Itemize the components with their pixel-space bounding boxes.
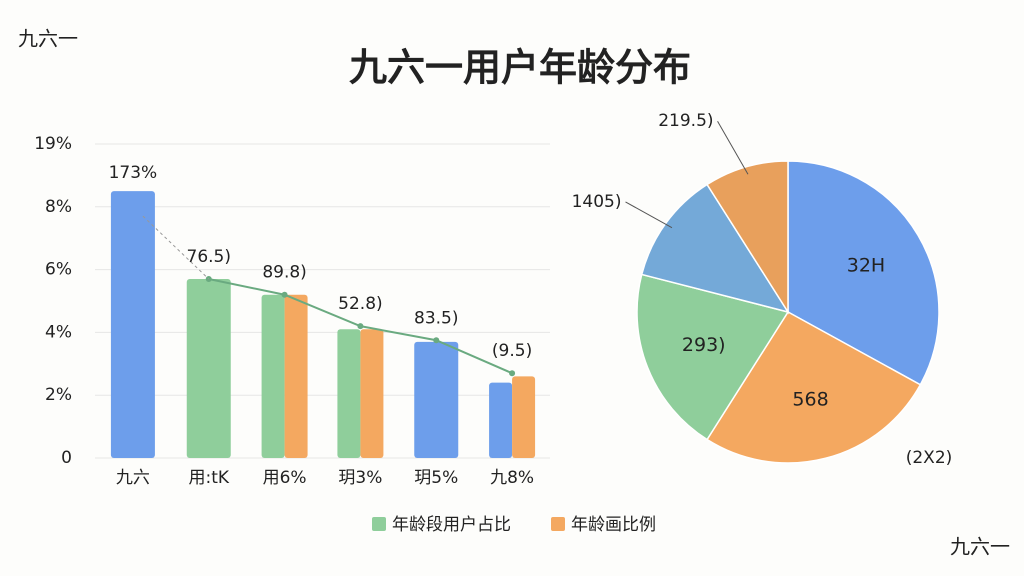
y-tick-label: 2% xyxy=(45,385,72,405)
slice-label: 568 xyxy=(792,388,828,410)
point-label: 52.8) xyxy=(338,294,382,314)
title: 九六一用户年龄分布 xyxy=(349,46,691,90)
pie-slice xyxy=(706,160,789,315)
slice-label: 219.5) xyxy=(658,111,713,131)
bar xyxy=(110,191,155,458)
x-tick-label: 用6% xyxy=(263,468,307,488)
x-tick-label: 九8% xyxy=(490,468,534,488)
slice-label: 1405) xyxy=(572,192,622,212)
pie-slice xyxy=(636,273,790,441)
legend-swatch xyxy=(551,517,565,531)
point-label: 89.8) xyxy=(262,263,306,283)
y-tick-label: 8% xyxy=(45,197,72,217)
y-tick-label: 19% xyxy=(34,134,72,154)
y-tick-label: 6% xyxy=(45,260,72,280)
legend-swatch xyxy=(372,517,386,531)
bar xyxy=(360,329,384,458)
x-tick-label: 九六 xyxy=(116,468,150,488)
line-point xyxy=(433,337,440,344)
bar xyxy=(489,382,513,458)
bar xyxy=(414,341,459,458)
corner-label: 九六一 xyxy=(950,535,1010,559)
pie-annotation: (2X2) xyxy=(906,448,953,468)
pie-slice xyxy=(706,311,922,464)
bar xyxy=(284,294,308,458)
leader-line xyxy=(625,201,673,229)
slice-label: 293) xyxy=(682,334,726,356)
pie-slice xyxy=(640,183,790,314)
leader-line xyxy=(717,120,749,175)
line-point xyxy=(509,370,516,377)
x-tick-label: 用:tK xyxy=(188,468,229,488)
y-tick-label: 4% xyxy=(45,322,72,342)
point-label: (9.5) xyxy=(492,341,532,361)
bar xyxy=(337,329,361,458)
y-tick-label: 0 xyxy=(61,448,72,468)
bar xyxy=(512,376,536,458)
legend-label: 年龄画比例 xyxy=(571,515,656,535)
bar xyxy=(186,279,231,458)
legend-label: 年龄段用户占比 xyxy=(392,515,511,535)
pie-slice xyxy=(787,160,940,386)
point-label: 76.5) xyxy=(187,247,231,267)
point-label: 83.5) xyxy=(414,308,458,328)
corner-label: 九六一 xyxy=(18,27,78,51)
slice-label: 32H xyxy=(847,254,885,276)
x-tick-label: 玥5% xyxy=(414,468,458,488)
bar xyxy=(261,294,285,458)
x-tick-label: 玥3% xyxy=(338,468,382,488)
line-point xyxy=(281,291,288,298)
point-label: 173% xyxy=(109,163,158,183)
line-point xyxy=(357,323,364,330)
